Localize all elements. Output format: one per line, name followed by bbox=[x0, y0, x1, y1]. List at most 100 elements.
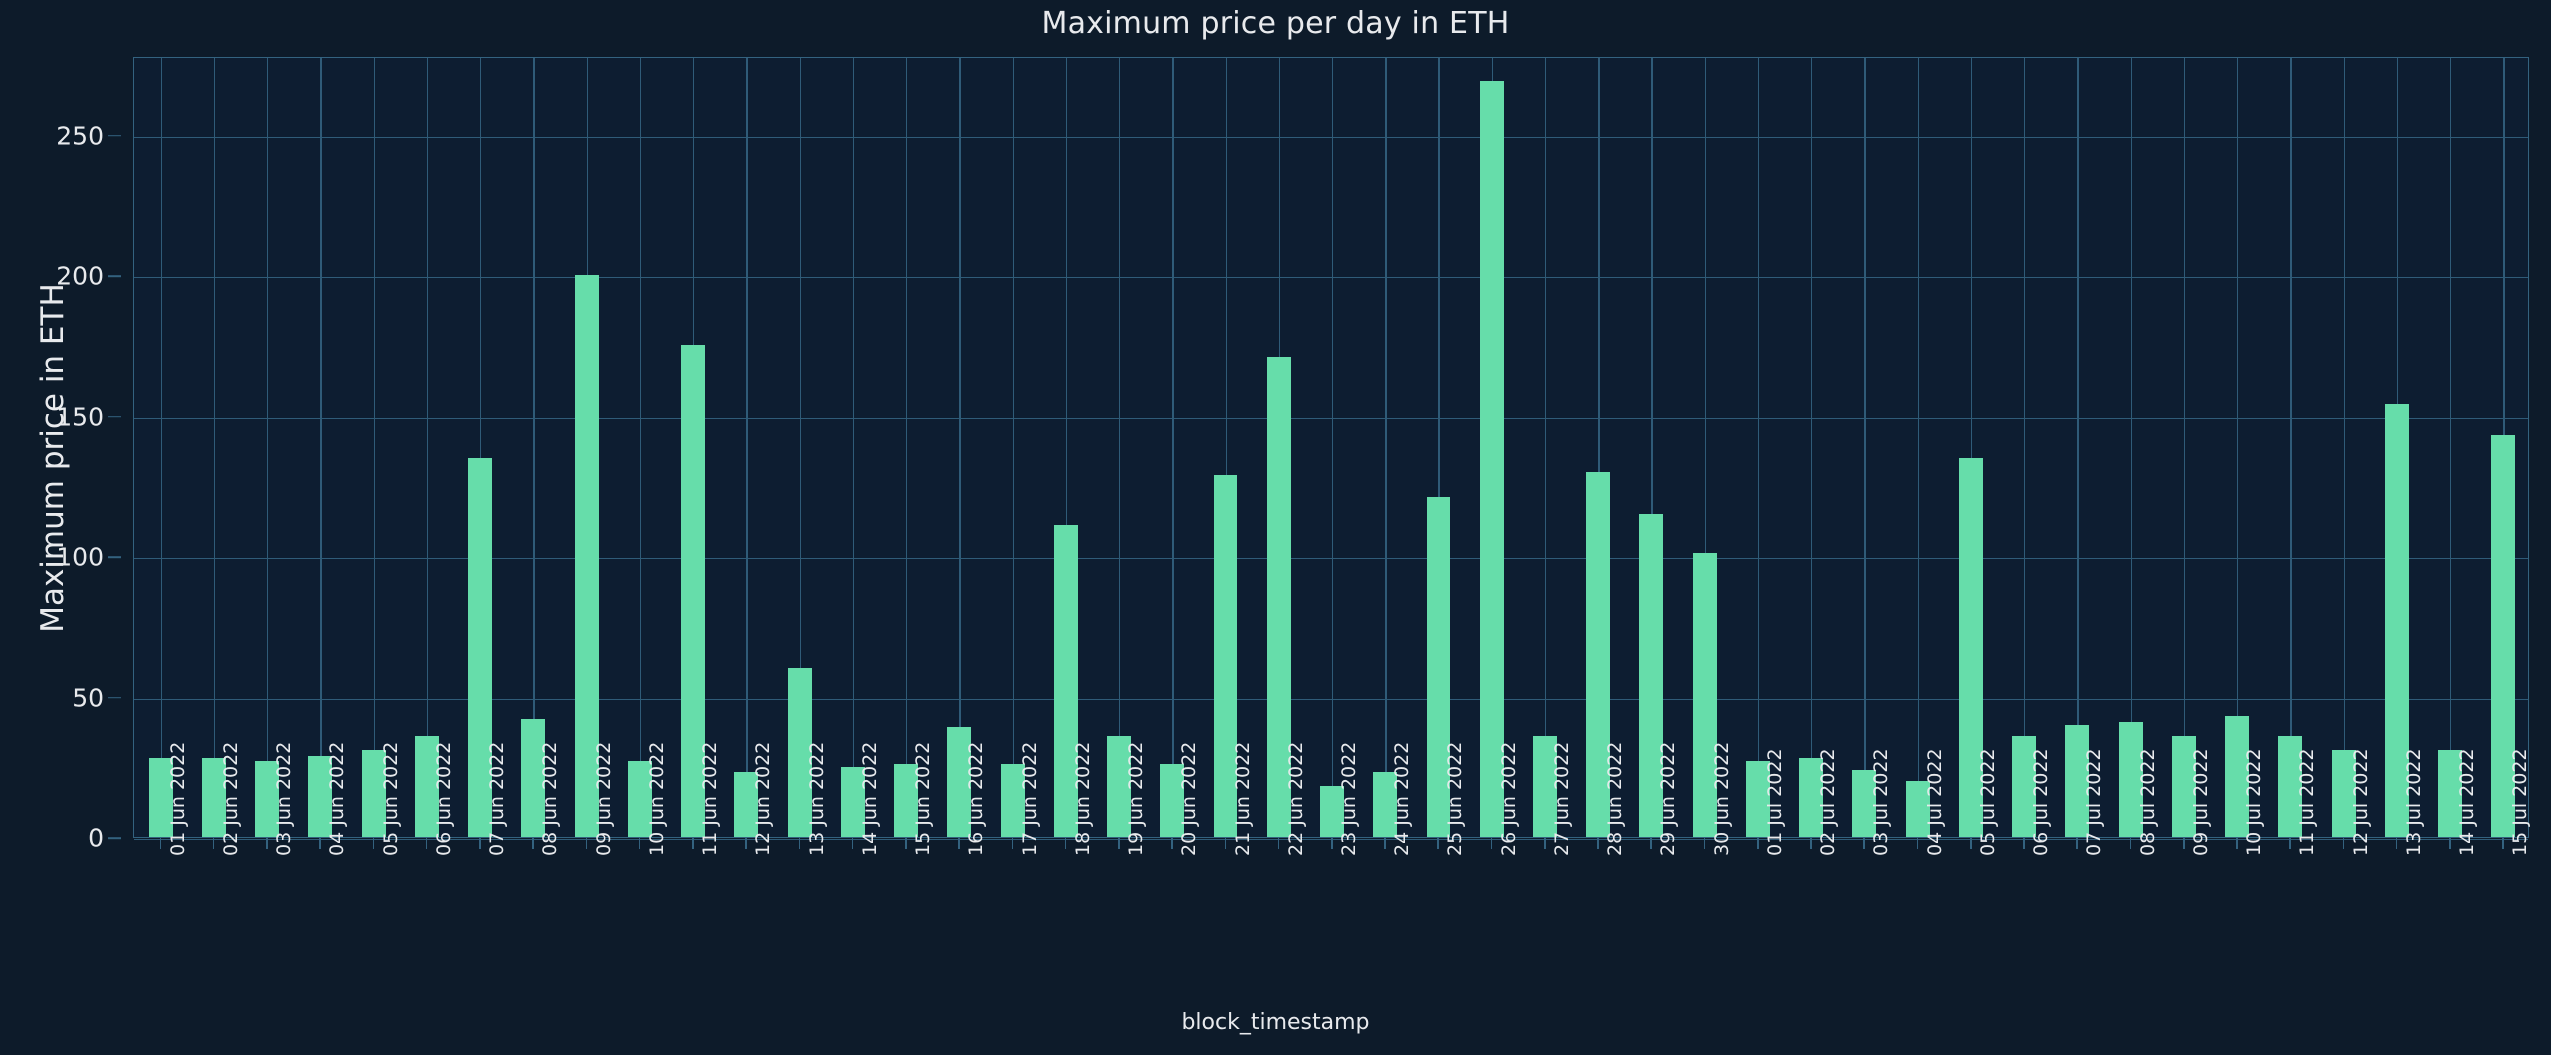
x-tick-label: 30 Jun 2022 bbox=[1710, 741, 1733, 856]
x-gridline bbox=[1598, 58, 1600, 837]
bar[interactable] bbox=[1479, 81, 1504, 837]
x-tick-label: 23 Jun 2022 bbox=[1338, 741, 1360, 856]
x-gridline bbox=[852, 58, 855, 837]
x-tick-label: 12 Jun 2022 bbox=[752, 741, 775, 856]
x-tick-label: 15 Jul 2022 bbox=[2509, 748, 2532, 856]
x-gridline bbox=[1491, 58, 1494, 837]
x-tick-label: 11 Jun 2022 bbox=[699, 741, 722, 856]
x-gridline bbox=[2130, 58, 2132, 837]
x-tick-label: 22 Jun 2022 bbox=[1284, 741, 1307, 856]
x-gridline bbox=[2450, 58, 2452, 837]
x-tick-mark bbox=[266, 838, 268, 849]
x-gridline bbox=[2290, 58, 2292, 837]
x-tick-label: 01 Jun 2022 bbox=[166, 741, 189, 856]
x-tick-mark bbox=[2395, 838, 2398, 849]
y-tick-mark bbox=[108, 415, 121, 418]
x-tick-mark bbox=[1969, 838, 1972, 849]
y-tick-label: 50 bbox=[72, 683, 104, 713]
plot-area bbox=[133, 57, 2529, 841]
x-tick-label: 25 Jun 2022 bbox=[1444, 741, 1467, 856]
x-tick-label: 02 Jun 2022 bbox=[219, 741, 242, 856]
x-tick-mark bbox=[1650, 838, 1653, 849]
x-tick-label: 26 Jun 2022 bbox=[1497, 741, 1520, 856]
x-tick-mark bbox=[2023, 838, 2025, 849]
x-tick-label: 08 Jul 2022 bbox=[2136, 748, 2159, 856]
x-tick-label: 09 Jul 2022 bbox=[2189, 748, 2212, 856]
x-tick-label: 13 Jul 2022 bbox=[2402, 748, 2425, 856]
x-tick-mark bbox=[1597, 838, 1599, 849]
x-gridline bbox=[2503, 58, 2505, 837]
x-tick-label: 02 Jul 2022 bbox=[1817, 748, 1840, 856]
x-gridline bbox=[1704, 58, 1706, 837]
y-tick-mark bbox=[108, 134, 121, 137]
x-tick-mark bbox=[1277, 838, 1280, 849]
x-tick-mark bbox=[798, 838, 801, 849]
x-tick-label: 19 Jun 2022 bbox=[1125, 741, 1148, 856]
x-gridline bbox=[639, 58, 642, 837]
x-gridline bbox=[1438, 58, 1440, 837]
x-tick-label: 29 Jun 2022 bbox=[1657, 741, 1680, 856]
x-tick-mark bbox=[1064, 838, 1067, 849]
x-tick-label: 01 Jul 2022 bbox=[1763, 748, 1786, 856]
x-tick-label: 07 Jun 2022 bbox=[486, 741, 509, 856]
x-tick-mark bbox=[1118, 838, 1120, 849]
x-tick-mark bbox=[212, 838, 215, 849]
bars-layer bbox=[134, 58, 2528, 837]
y-tick-label: 150 bbox=[56, 402, 104, 432]
x-gridline bbox=[2077, 58, 2079, 837]
x-gridline bbox=[1065, 58, 1068, 837]
x-tick-label: 03 Jun 2022 bbox=[273, 741, 296, 856]
x-tick-mark bbox=[585, 838, 588, 849]
x-tick-label: 28 Jun 2022 bbox=[1604, 741, 1627, 856]
x-tick-mark bbox=[319, 838, 321, 849]
x-gridline bbox=[1917, 58, 1919, 837]
y-gridline bbox=[134, 558, 2528, 560]
x-tick-label: 04 Jul 2022 bbox=[1923, 748, 1946, 856]
x-tick-mark bbox=[692, 838, 694, 849]
x-tick-mark bbox=[479, 838, 481, 849]
x-gridline bbox=[267, 58, 269, 837]
x-tick-label: 04 Jun 2022 bbox=[326, 741, 349, 856]
x-gridline bbox=[533, 58, 535, 837]
x-tick-mark bbox=[2342, 838, 2345, 849]
x-tick-label: 07 Jul 2022 bbox=[2083, 748, 2106, 856]
x-tick-label: 08 Jun 2022 bbox=[539, 741, 562, 856]
x-tick-mark bbox=[2129, 838, 2132, 849]
x-tick-mark bbox=[1756, 838, 1759, 849]
x-tick-mark bbox=[1224, 838, 1227, 849]
x-gridline bbox=[160, 58, 162, 837]
x-tick-label: 13 Jun 2022 bbox=[805, 741, 828, 856]
y-gridline bbox=[134, 698, 2528, 700]
x-gridline bbox=[426, 58, 429, 837]
x-tick-mark bbox=[1916, 838, 1919, 849]
x-tick-label: 03 Jul 2022 bbox=[1870, 748, 1893, 856]
x-gridline bbox=[1544, 58, 1547, 837]
x-tick-label: 06 Jul 2022 bbox=[2030, 748, 2053, 856]
x-tick-mark bbox=[2502, 838, 2504, 849]
x-tick-mark bbox=[745, 838, 747, 849]
y-tick-mark bbox=[108, 556, 121, 558]
x-gridline bbox=[1172, 58, 1174, 837]
x-gridline bbox=[373, 58, 375, 837]
x-tick-mark bbox=[1490, 838, 1493, 849]
x-tick-label: 24 Jun 2022 bbox=[1391, 741, 1414, 856]
x-gridline bbox=[213, 58, 216, 837]
y-gridline bbox=[134, 417, 2528, 419]
x-tick-label: 05 Jul 2022 bbox=[1976, 748, 1999, 856]
y-axis: Maximum price in ETH 0 50 100 150 200 250 bbox=[0, 0, 133, 1055]
x-gridline bbox=[1332, 58, 1334, 837]
x-tick-mark bbox=[958, 838, 960, 849]
x-tick-label: 21 Jun 2022 bbox=[1231, 741, 1254, 856]
x-tick-label: 15 Jun 2022 bbox=[912, 741, 935, 856]
x-axis: 01 Jun 2022 02 Jun 2022 03 Jun 2022 04 Jun … bbox=[133, 742, 2531, 998]
x-gridline bbox=[693, 58, 695, 837]
x-tick-mark bbox=[372, 838, 375, 849]
x-gridline bbox=[1225, 58, 1227, 837]
y-axis-label: Maximum price in ETH bbox=[35, 283, 71, 633]
y-tick-label: 250 bbox=[56, 121, 104, 151]
y-gridline bbox=[134, 277, 2528, 279]
x-tick-label: 18 Jun 2022 bbox=[1071, 741, 1094, 856]
x-gridline bbox=[1757, 58, 1760, 837]
x-tick-mark bbox=[2449, 838, 2451, 849]
